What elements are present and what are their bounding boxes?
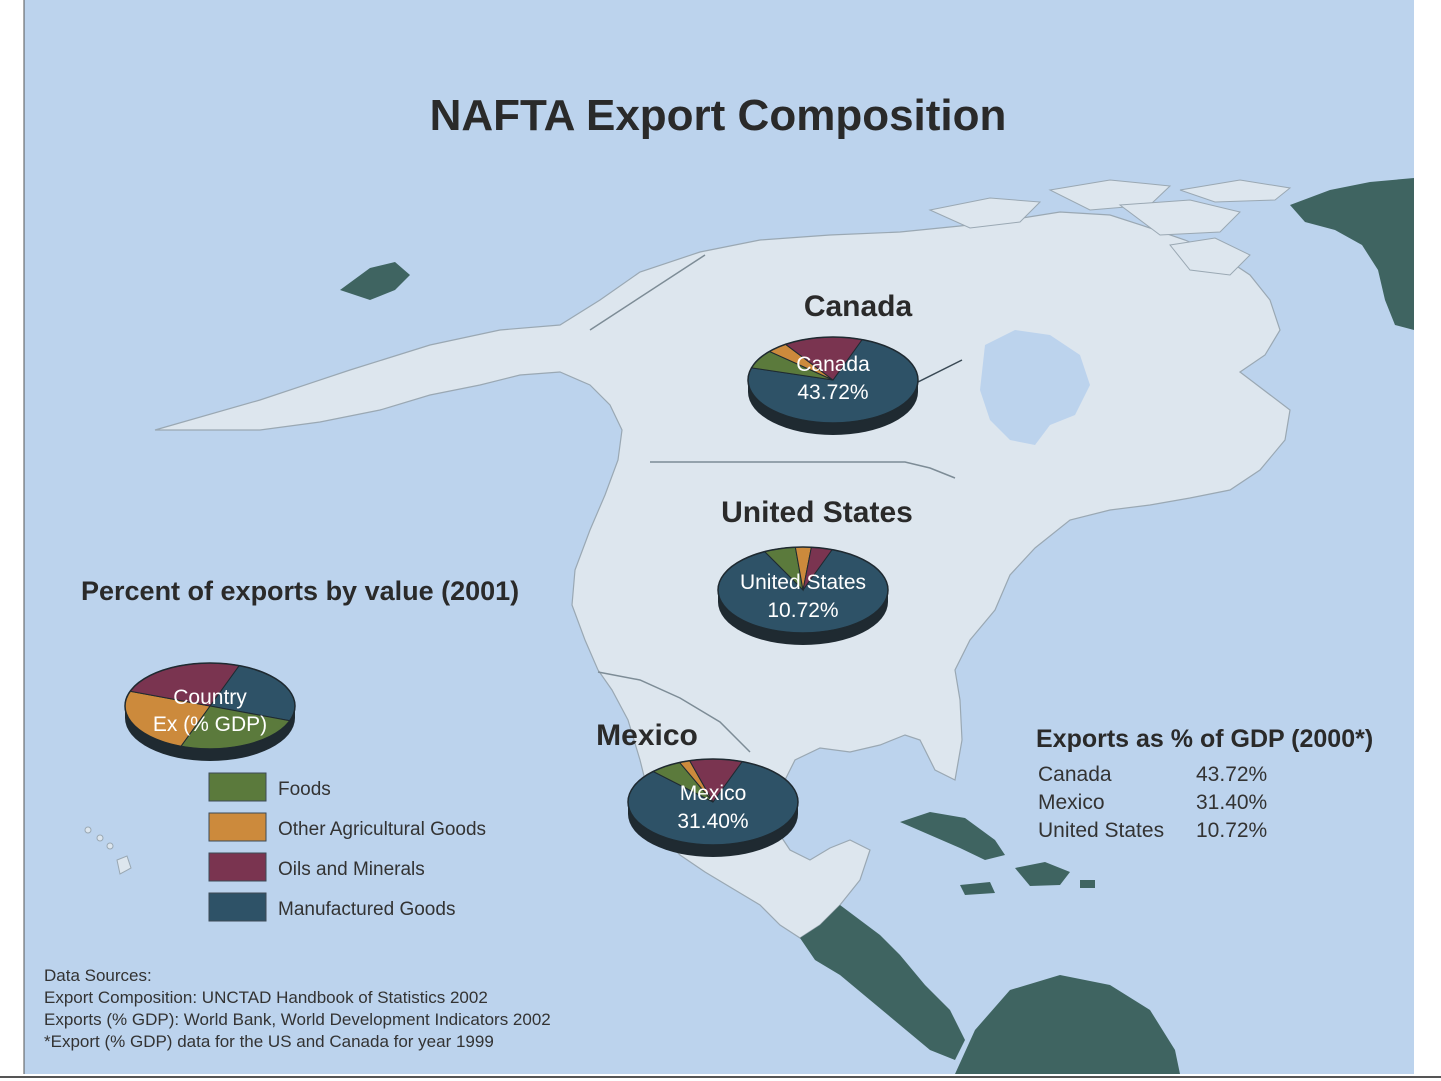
canada-heading: Canada — [804, 290, 913, 323]
legend-key-line1: Country — [173, 686, 247, 709]
legend-item-other-agri: Other Agricultural Goods — [208, 812, 486, 842]
legend-swatch-other-agri — [208, 812, 267, 842]
map-title: NAFTA Export Composition — [430, 91, 1007, 140]
united-states-pie-rim — [717, 546, 889, 634]
legend-swatch-manufactured — [208, 892, 267, 922]
gdp-row-mexico-country: Mexico — [1038, 791, 1105, 814]
legend-key-pie — [124, 662, 296, 761]
country-borders — [589, 254, 956, 753]
gdp-table-heading: Exports as % of GDP (2000*) — [1036, 725, 1373, 753]
canada-pie — [747, 336, 919, 435]
legend-item-oils: Oils and Minerals — [208, 852, 425, 882]
legend-key-line2: Ex (% GDP) — [153, 713, 267, 736]
legend-label-oils: Oils and Minerals — [278, 859, 425, 880]
united-states-heading: United States — [721, 496, 913, 529]
sources-line-1: Data Sources: — [44, 966, 152, 985]
legend-swatch-oils — [208, 852, 267, 882]
gdp-row-us-value: 10.72% — [1196, 819, 1267, 842]
left-margin — [0, 0, 24, 1081]
sources-line-3: Exports (% GDP): World Bank, World Devel… — [44, 1010, 551, 1029]
united-states-pie-value: 10.72% — [767, 599, 838, 622]
right-margin — [1414, 0, 1441, 1081]
caribbean-islands — [900, 812, 1095, 895]
legend-label-manufactured: Manufactured Goods — [278, 899, 455, 920]
legend-item-manufactured: Manufactured Goods — [208, 892, 455, 922]
mexico-pie-name: Mexico — [680, 782, 747, 805]
canada-pie-name: Canada — [796, 353, 870, 376]
legend-item-foods: Foods — [208, 772, 331, 802]
legend-key-pie-rim — [124, 662, 296, 750]
mexico-pie-value: 31.40% — [677, 810, 748, 833]
mexico-pie-rim — [627, 758, 799, 846]
canada-pie-rim — [747, 336, 919, 424]
arctic-islands — [928, 179, 1292, 276]
sources-line-2: Export Composition: UNCTAD Handbook of S… — [44, 988, 488, 1007]
legend-label-other-agri: Other Agricultural Goods — [278, 819, 486, 840]
gdp-row-us-country: United States — [1038, 819, 1164, 842]
hawaii-islands — [84, 826, 132, 875]
legend-swatch-foods — [208, 772, 267, 802]
sources-line-4: *Export (% GDP) data for the US and Cana… — [44, 1032, 494, 1051]
south-america-landmass — [955, 975, 1180, 1074]
chukotka-landmass — [340, 262, 410, 300]
central-america-landmass — [800, 905, 965, 1060]
greenland-landmass — [1290, 178, 1414, 330]
gdp-row-mexico-value: 31.40% — [1196, 791, 1267, 814]
canada-pie-leader — [911, 359, 963, 386]
united-states-pie — [717, 546, 889, 645]
mexico-pie — [627, 758, 799, 857]
gdp-row-canada-value: 43.72% — [1196, 763, 1267, 786]
united-states-pie-name: United States — [740, 571, 866, 594]
mexico-heading: Mexico — [596, 719, 698, 752]
legend-heading: Percent of exports by value (2001) — [81, 576, 519, 606]
legend-label-foods: Foods — [278, 779, 331, 800]
gdp-row-canada-country: Canada — [1038, 763, 1112, 786]
canada-pie-value: 43.72% — [797, 381, 868, 404]
hudson-bay — [980, 330, 1090, 445]
